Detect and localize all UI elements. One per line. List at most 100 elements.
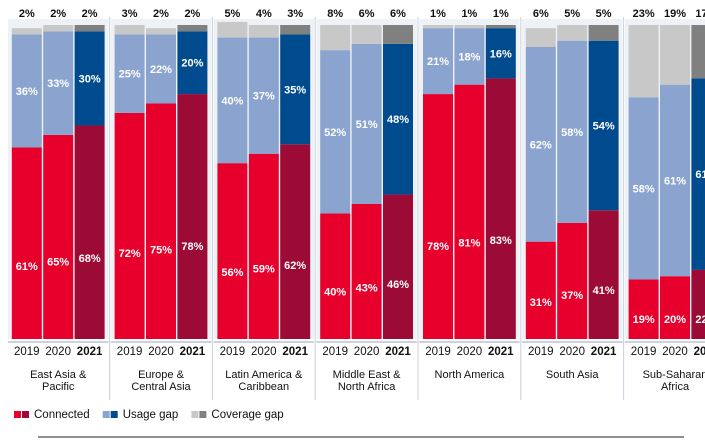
data-label: 1% — [430, 8, 446, 20]
region-label: Latin America & — [225, 369, 303, 381]
year-tick-label: 2019 — [528, 346, 554, 358]
data-label: 78% — [427, 241, 449, 253]
data-label: 1% — [461, 8, 477, 20]
bar-connected — [383, 194, 413, 339]
bar-usage-gap — [628, 97, 659, 280]
year-tick-label: 2019 — [425, 346, 451, 358]
year-tick-label: 2020 — [354, 346, 380, 358]
data-label: 21% — [427, 56, 449, 68]
year-tick-label: 2021 — [282, 346, 308, 358]
bar-usage-gap — [485, 28, 516, 79]
data-label: 18% — [458, 51, 480, 63]
legend-swatch-usage-gap — [110, 411, 118, 418]
data-label: 5% — [596, 8, 612, 20]
data-label: 2% — [153, 8, 169, 20]
data-label: 62% — [530, 139, 552, 151]
data-label: 33% — [47, 78, 69, 90]
bar-coverage-gap — [383, 25, 413, 44]
region-label: Europe & — [138, 369, 185, 381]
year-tick-label: 2021 — [77, 346, 103, 358]
data-label: 40% — [221, 95, 243, 107]
data-label: 37% — [561, 290, 583, 302]
year-tick-label: 2020 — [148, 346, 174, 358]
bar-coverage-gap — [74, 25, 105, 32]
year-tick-label: 2021 — [385, 346, 411, 358]
data-label: 40% — [324, 286, 346, 298]
bar-connected — [248, 153, 279, 339]
bar-coverage-gap — [43, 25, 74, 32]
legend-label: Usage gap — [123, 409, 179, 421]
data-label: 23% — [633, 8, 655, 20]
bar-usage-gap — [114, 34, 145, 113]
legend: Connected Usage gap Coverage gap — [14, 409, 284, 421]
bar-usage-gap — [588, 40, 619, 211]
data-label: 6% — [390, 8, 406, 20]
data-label: 68% — [79, 253, 101, 265]
bar-connected — [351, 203, 382, 339]
bar-usage-gap — [454, 28, 485, 85]
year-tick-label: 2020 — [457, 346, 483, 358]
legend-label: Connected — [34, 409, 90, 421]
bars-layer — [11, 21, 705, 339]
data-label: 1% — [493, 8, 509, 20]
year-tick-label: 2021 — [180, 346, 206, 358]
bar-coverage-gap — [691, 25, 705, 79]
region-label: North Africa — [338, 381, 396, 393]
region-label: Middle East & — [333, 369, 402, 381]
bar-usage-gap — [280, 34, 311, 145]
data-label: 4% — [256, 8, 272, 20]
data-label: 8% — [327, 8, 343, 20]
bar-coverage-gap — [351, 25, 382, 44]
data-label: 2% — [50, 8, 66, 20]
bar-coverage-gap — [588, 25, 619, 41]
data-label: 37% — [253, 91, 275, 103]
data-label: 6% — [533, 8, 549, 20]
year-tick-label: 2019 — [220, 346, 246, 358]
bar-coverage-gap — [11, 28, 42, 35]
bar-connected — [423, 94, 453, 339]
bar-connected — [74, 125, 105, 339]
bar-usage-gap — [11, 34, 42, 148]
legend-swatch-usage-gap — [102, 411, 110, 418]
region-label: Pacific — [42, 381, 75, 393]
bar-coverage-gap — [217, 21, 248, 38]
year-tick-label: 2020 — [559, 346, 585, 358]
legend-swatch-coverage-gap — [191, 411, 199, 418]
bar-usage-gap — [383, 43, 413, 195]
year-tick-label: 2019 — [631, 346, 657, 358]
legend-swatch-connected — [22, 411, 29, 418]
data-label: 22% — [695, 314, 705, 326]
data-label: 48% — [387, 114, 409, 126]
data-label: 19% — [633, 314, 655, 326]
bar-coverage-gap — [146, 28, 176, 35]
data-label: 72% — [119, 248, 141, 260]
data-label: 61% — [695, 169, 705, 181]
data-label: 17% — [695, 8, 705, 20]
data-label: 36% — [16, 86, 38, 98]
bar-usage-gap — [146, 34, 176, 104]
bar-connected — [280, 144, 311, 339]
data-label: 20% — [181, 58, 203, 70]
bar-usage-gap — [217, 37, 248, 164]
bar-coverage-gap — [114, 25, 145, 35]
x-axis: 2019 2020 2021 East Asia &Pacific 2019 2020 20… — [8, 341, 705, 393]
bar-connected — [43, 134, 74, 339]
bar-usage-gap — [320, 50, 351, 214]
legend-label: Coverage gap — [211, 409, 283, 421]
bar-coverage-gap — [485, 25, 516, 29]
data-label: 2% — [184, 8, 200, 20]
region-label: East Asia & — [30, 369, 87, 381]
data-label: 5% — [564, 8, 580, 20]
year-tick-label: 2020 — [251, 346, 277, 358]
bar-usage-gap — [43, 31, 74, 135]
data-label: 16% — [490, 48, 512, 60]
region-label: North America — [435, 369, 506, 381]
bar-connected — [146, 103, 176, 339]
bar-coverage-gap — [454, 25, 485, 29]
data-label: 31% — [530, 297, 552, 309]
bar-usage-gap — [351, 43, 382, 204]
year-tick-label: 2020 — [662, 346, 688, 358]
region-label: Sub-Saharan — [643, 369, 705, 381]
bar-coverage-gap — [280, 25, 311, 35]
data-label: 3% — [122, 8, 138, 20]
